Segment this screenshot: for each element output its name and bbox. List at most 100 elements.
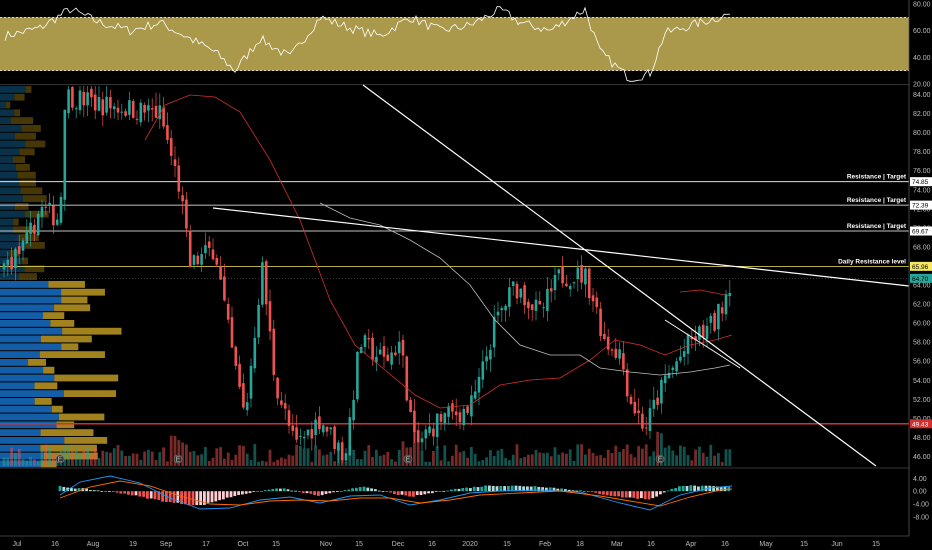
candle-body	[268, 301, 272, 332]
macd-histogram-bar	[320, 491, 324, 496]
macd-histogram-bar	[484, 485, 487, 492]
candle-body	[667, 372, 671, 379]
volume-profile-bar	[61, 288, 105, 296]
volume-bar	[603, 457, 606, 466]
candle-body	[641, 413, 644, 429]
price-tag	[910, 226, 932, 236]
candle-body	[709, 315, 713, 323]
price-axis: 80.00 60.00 40.00 20.00 84.00 82.00 80.00 78.00…	[908, 0, 932, 550]
macd-histogram-bar	[602, 491, 605, 495]
macd-histogram-bar	[590, 491, 594, 493]
price-tag-label: 49.43	[912, 421, 929, 428]
candle-body	[249, 365, 253, 399]
candle-body	[496, 311, 500, 316]
volume-profile-bar	[0, 390, 64, 397]
candle-body	[204, 245, 207, 254]
candle-body	[348, 417, 352, 456]
macd-histogram-bar	[419, 491, 423, 496]
macd-histogram-bar	[355, 487, 358, 492]
macd-histogram-bar	[522, 486, 525, 492]
macd-histogram-bar	[693, 485, 696, 492]
macd-histogram-bar	[393, 491, 396, 495]
volume-profile-bar	[14, 203, 29, 210]
time-tick-label: Apr	[686, 541, 698, 548]
volume-profile-bar	[0, 312, 44, 319]
volume-bar	[162, 447, 165, 466]
candle-body	[128, 100, 131, 115]
macd-histogram-bar	[108, 491, 111, 492]
candle-body	[675, 361, 678, 372]
candle-body	[447, 406, 450, 417]
volume-profile-bar	[0, 148, 20, 156]
volume-profile-bar	[0, 234, 21, 241]
candle-body	[36, 213, 40, 236]
candle-body	[33, 224, 36, 234]
volume-bar	[671, 450, 675, 466]
macd-histogram-bar	[685, 486, 689, 492]
volume-profile-bar	[17, 171, 36, 179]
candle-body	[257, 304, 260, 338]
volume-bar	[25, 460, 29, 466]
candle-body	[371, 337, 374, 360]
volume-bar	[192, 450, 196, 466]
time-axis: Jul 16 Aug 19 Sep 17 Oct 15 Nov 15 Dec 16 2020 15 Feb 1…	[0, 535, 909, 548]
volume-bar	[390, 459, 393, 466]
volume-bar	[572, 460, 576, 466]
trendline-resistance	[212, 207, 910, 287]
macd-histogram-bar	[510, 485, 514, 492]
volume-profile-bar	[43, 312, 65, 319]
candle-body	[519, 288, 523, 298]
candle-body	[717, 303, 720, 330]
price-tick-label: 82.00	[913, 111, 931, 118]
volume-profile-bar	[0, 452, 44, 460]
macd-histogram-bar	[263, 490, 267, 492]
candle-body	[728, 292, 732, 297]
volume-bar	[55, 460, 59, 466]
macd-histogram-bar	[328, 491, 332, 494]
volume-profile-bar	[0, 359, 29, 366]
macd-histogram-bar	[134, 491, 138, 496]
macd-histogram-bar	[347, 489, 351, 492]
macd-histogram-bar	[670, 488, 674, 492]
volume-bar	[485, 457, 488, 466]
candle-body	[112, 106, 116, 110]
volume-bar	[724, 449, 728, 466]
earnings-marker	[655, 454, 665, 464]
candle-body	[63, 109, 67, 200]
volume-bar	[40, 448, 44, 466]
macd-histogram-bar	[241, 491, 244, 495]
macd-histogram-bar	[180, 491, 183, 505]
volume-bar	[546, 452, 549, 466]
candle-body	[694, 336, 697, 341]
candle-body	[173, 159, 177, 167]
macd-histogram-bar	[153, 491, 157, 500]
candle-body	[382, 346, 386, 357]
macd-histogram-bar	[176, 491, 180, 503]
candle-body	[591, 295, 595, 302]
candle-body	[443, 413, 447, 424]
macd-histogram-bar	[640, 491, 643, 499]
volume-bar	[325, 454, 329, 466]
volume-profile-bar	[10, 117, 34, 124]
candle-body	[2, 263, 6, 270]
candle-body	[542, 307, 545, 309]
volume-profile-bar	[63, 390, 116, 397]
volume-bar	[515, 444, 519, 466]
volume-bar	[595, 455, 599, 466]
volume-bar	[652, 451, 656, 466]
candle-body	[318, 416, 321, 430]
volume-profile-bar	[0, 101, 7, 109]
volume-bar	[637, 446, 640, 466]
volume-bar	[534, 449, 538, 466]
volume-bar	[504, 458, 507, 466]
macd-histogram-bar	[400, 491, 404, 495]
macd-histogram-bar	[617, 491, 620, 497]
volume-profile-bar	[0, 320, 51, 327]
candle-body	[603, 333, 606, 340]
volume-bar	[663, 447, 667, 466]
price-tick-label: 68.00	[913, 244, 931, 251]
macd-histogram-bar	[229, 491, 233, 498]
price-panel: Resistance | Target Resistance | Target Re…	[0, 84, 910, 467]
volume-bar	[207, 461, 211, 466]
